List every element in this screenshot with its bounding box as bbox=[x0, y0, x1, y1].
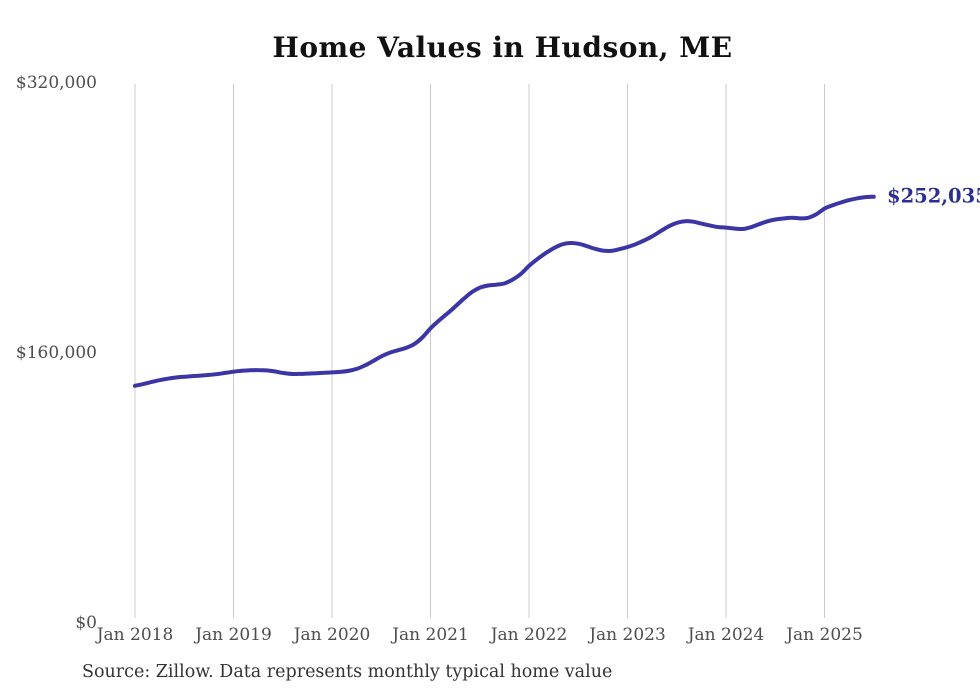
chart-title: Home Values in Hudson, ME bbox=[272, 31, 733, 64]
x-tick-label: Jan 2021 bbox=[390, 625, 469, 645]
x-tick-label: Jan 2022 bbox=[489, 625, 568, 645]
end-value-label: $252,035 bbox=[887, 185, 980, 208]
y-tick-label: $0 bbox=[75, 613, 97, 633]
home-value-line bbox=[133, 194, 876, 388]
x-tick-label: Jan 2020 bbox=[292, 625, 371, 645]
x-tick-label: Jan 2025 bbox=[784, 625, 863, 645]
y-tick-label: $160,000 bbox=[16, 343, 97, 363]
x-tick-label: Jan 2023 bbox=[587, 625, 666, 645]
x-tick-label: Jan 2018 bbox=[95, 625, 174, 645]
source-note: Source: Zillow. Data represents monthly … bbox=[82, 662, 613, 682]
y-tick-label: $320,000 bbox=[16, 73, 97, 93]
x-tick-label: Jan 2024 bbox=[686, 625, 765, 645]
x-tick-label: Jan 2019 bbox=[193, 625, 272, 645]
